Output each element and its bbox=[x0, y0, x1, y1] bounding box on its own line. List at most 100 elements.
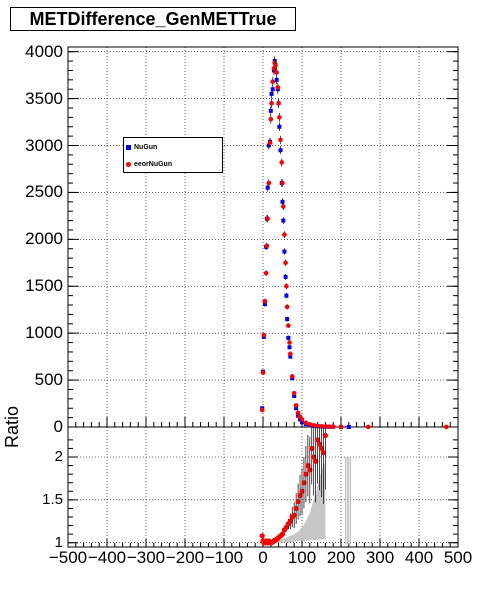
y-tick-label: 3500 bbox=[25, 88, 63, 108]
data-point-eeornugun bbox=[444, 424, 449, 430]
data-point-nugun bbox=[277, 124, 282, 129]
data-point-eeornugun bbox=[323, 424, 328, 429]
data-point-nugun bbox=[346, 424, 351, 429]
x-tick-label: 100 bbox=[287, 548, 317, 567]
ratio-point bbox=[320, 450, 327, 456]
x-tick-label: 400 bbox=[404, 548, 434, 567]
chart-title: METDifference_GenMETTrue bbox=[10, 7, 296, 31]
ratio-point bbox=[318, 445, 325, 452]
ratio-point bbox=[291, 512, 297, 518]
data-point-nugun bbox=[262, 302, 267, 307]
data-point-nugun bbox=[286, 335, 291, 340]
data-point-nugun bbox=[288, 354, 293, 359]
ratio-point bbox=[322, 432, 328, 439]
data-point-eeornugun bbox=[282, 232, 287, 237]
y-tick-label: 3000 bbox=[25, 135, 63, 155]
data-point-nugun bbox=[282, 249, 287, 254]
data-point-eeornugun bbox=[265, 216, 270, 222]
data-point-eeornugun bbox=[280, 204, 286, 209]
y-tick-label: 1500 bbox=[25, 276, 63, 296]
data-point-eeornugun bbox=[260, 370, 266, 375]
data-point-eeornugun bbox=[366, 424, 371, 430]
ratio-point bbox=[287, 518, 293, 524]
data-point-eeornugun bbox=[262, 298, 268, 304]
data-point-eeornugun bbox=[278, 137, 283, 143]
data-point-eeornugun bbox=[277, 115, 282, 120]
y-tick-label: 2000 bbox=[25, 229, 63, 249]
data-point-eeornugun bbox=[284, 304, 290, 310]
ratio-point bbox=[295, 498, 301, 505]
x-tick-label: −500 bbox=[48, 548, 88, 567]
data-point-nugun bbox=[281, 218, 286, 223]
data-point-nugun bbox=[287, 345, 292, 350]
x-tick-label: −200 bbox=[165, 548, 205, 567]
x-tick-label: 0 bbox=[258, 548, 268, 567]
ratio-point bbox=[315, 437, 321, 443]
y-tick-label: 500 bbox=[34, 370, 63, 390]
ratio-point bbox=[299, 488, 305, 494]
ratio-y-tick-label: 1 bbox=[54, 533, 63, 551]
data-point-nugun bbox=[280, 199, 285, 204]
data-point-eeornugun bbox=[338, 424, 344, 430]
data-point-eeornugun bbox=[327, 424, 332, 429]
data-point-eeornugun bbox=[268, 116, 274, 122]
ratio-point bbox=[293, 505, 299, 512]
ratio-uncertainty-band bbox=[263, 461, 326, 545]
ratio-point bbox=[305, 462, 311, 469]
legend-marker-circle bbox=[126, 162, 131, 167]
data-point-eeornugun bbox=[269, 100, 274, 106]
ratio-point bbox=[303, 471, 309, 477]
ratio-point bbox=[316, 441, 323, 447]
ratio-point bbox=[259, 533, 265, 539]
ratio-point bbox=[313, 458, 319, 464]
x-tick-label: −300 bbox=[126, 548, 166, 567]
x-tick-label: −100 bbox=[204, 548, 244, 567]
ratio-point bbox=[311, 454, 317, 460]
data-point-nugun bbox=[270, 87, 275, 92]
data-point-eeornugun bbox=[307, 422, 313, 427]
data-point-eeornugun bbox=[284, 283, 289, 289]
data-point-nugun bbox=[300, 420, 304, 425]
y-tick-label: 1000 bbox=[25, 323, 63, 343]
data-point-eeornugun bbox=[303, 420, 309, 426]
data-point-eeornugun bbox=[299, 417, 305, 422]
x-tick-label: 300 bbox=[365, 548, 395, 567]
legend-label: eeorNuGun bbox=[134, 161, 173, 168]
data-point-nugun bbox=[269, 91, 274, 96]
ratio-point bbox=[309, 445, 315, 452]
y-tick-label: 4000 bbox=[25, 41, 63, 61]
ratio-y-tick-label: 1.5 bbox=[42, 490, 63, 508]
x-tick-label: −400 bbox=[87, 548, 127, 567]
ratio-point bbox=[279, 531, 286, 537]
legend-label: NuGun bbox=[134, 144, 158, 151]
data-point-nugun bbox=[266, 143, 271, 148]
x-tick-label: 500 bbox=[443, 548, 473, 567]
data-point-eeornugun bbox=[274, 70, 279, 75]
data-point-eeornugun bbox=[270, 79, 276, 85]
ratio-y-tick-label: 2 bbox=[54, 448, 63, 465]
data-point-eeornugun bbox=[288, 351, 293, 357]
y-tick-label: 2500 bbox=[25, 182, 63, 202]
x-tick-label: 200 bbox=[326, 548, 356, 567]
data-point-nugun bbox=[283, 274, 288, 279]
data-point-eeornugun bbox=[286, 323, 291, 328]
data-point-nugun bbox=[294, 406, 299, 411]
data-point-eeornugun bbox=[283, 260, 288, 266]
data-point-eeornugun bbox=[315, 423, 320, 429]
data-point-nugun bbox=[268, 108, 273, 113]
data-point-eeornugun bbox=[266, 180, 272, 186]
data-point-nugun bbox=[292, 394, 297, 399]
ratio-point bbox=[307, 467, 313, 473]
y-tick-label: 0 bbox=[53, 417, 63, 436]
data-point-eeornugun bbox=[264, 243, 270, 249]
data-point-eeornugun bbox=[280, 180, 285, 186]
legend-marker-square bbox=[126, 145, 131, 150]
data-point-nugun bbox=[278, 148, 283, 153]
legend: NuGun eeorNuGun bbox=[123, 137, 223, 173]
data-point-eeornugun bbox=[287, 340, 292, 345]
data-point-eeornugun bbox=[289, 374, 295, 379]
ratio-point bbox=[301, 480, 307, 486]
data-point-eeornugun bbox=[263, 270, 269, 276]
data-point-eeornugun bbox=[295, 410, 301, 416]
